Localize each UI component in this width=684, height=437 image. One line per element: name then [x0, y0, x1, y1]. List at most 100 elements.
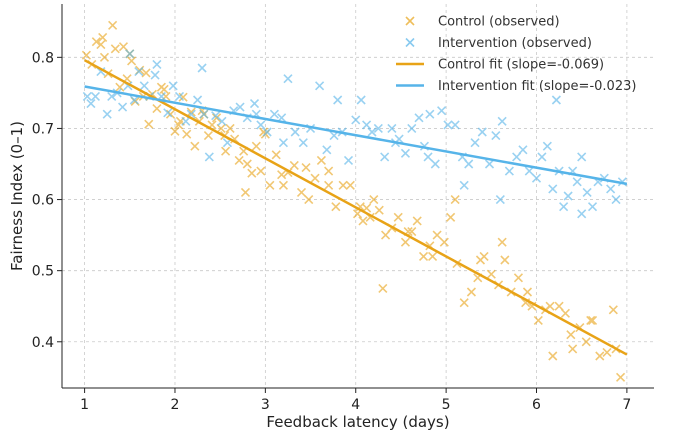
intervention-point: [134, 66, 144, 77]
control-point: [81, 50, 91, 60]
intervention-point: [283, 74, 293, 84]
control-point: [358, 216, 368, 226]
intervention-point: [139, 81, 149, 91]
control-point: [374, 205, 384, 215]
intervention-point: [107, 91, 117, 102]
legend-item-intervention-observed: Intervention (observed): [405, 36, 592, 51]
intervention-point: [450, 120, 460, 130]
control-point: [412, 216, 422, 226]
x-tick-label: 2: [171, 397, 180, 413]
intervention-point: [256, 120, 266, 130]
intervention-point: [125, 49, 135, 59]
intervention-point: [322, 145, 332, 155]
intervention-point: [504, 166, 514, 176]
intervention-point: [491, 130, 501, 141]
control-point: [277, 170, 287, 180]
intervention-point: [117, 102, 128, 112]
legend-marker-cross: [405, 37, 415, 48]
x-tick-label: 7: [622, 397, 631, 413]
intervention-point: [217, 116, 227, 126]
intervention-point: [367, 127, 377, 137]
intervention-point: [163, 108, 173, 118]
legend-item-intervention-fit: Intervention fit (slope=-0.023): [396, 79, 636, 94]
intervention-point: [269, 109, 279, 119]
control-point: [533, 315, 543, 326]
control-point: [381, 230, 391, 240]
intervention-point: [551, 95, 561, 105]
control-point: [247, 168, 257, 178]
legend-label-control-fit: Control fit (slope=-0.069): [438, 58, 604, 73]
series-control-points: [81, 20, 626, 382]
control-point: [446, 212, 456, 222]
legend-marker-control-observed: [405, 16, 415, 26]
intervention-point: [82, 91, 92, 102]
intervention-point: [362, 120, 372, 130]
intervention-point: [425, 109, 435, 119]
legend-label-control-observed: Control (observed): [438, 15, 560, 30]
intervention-point: [380, 152, 390, 162]
x-axis-label: Feedback latency (days): [266, 413, 449, 431]
control-point: [497, 237, 507, 247]
intervention-point: [414, 113, 424, 123]
intervention-point: [86, 98, 96, 109]
control-point: [115, 82, 125, 92]
intervention-point: [495, 194, 505, 205]
control-point: [522, 287, 533, 297]
control-point: [118, 42, 129, 52]
x-tick-label: 5: [442, 397, 451, 413]
intervention-point: [351, 115, 361, 125]
control-point: [486, 269, 496, 279]
control-point: [99, 52, 110, 62]
x-tick-label: 6: [532, 397, 541, 413]
control-point: [369, 194, 379, 205]
fit-lines: [83, 59, 628, 356]
intervention-point: [407, 123, 417, 134]
intervention-point: [548, 184, 558, 194]
control-point: [316, 155, 326, 166]
control-point: [400, 237, 411, 247]
control-point: [566, 330, 576, 340]
control-point: [608, 305, 618, 315]
control-point: [159, 84, 169, 94]
intervention-point: [464, 159, 474, 169]
control-point: [256, 166, 266, 176]
control-point: [427, 251, 438, 262]
control-point: [127, 56, 137, 66]
control-point: [548, 351, 558, 361]
control-point: [331, 202, 341, 212]
control-point: [439, 237, 449, 247]
intervention-fit-line: [84, 85, 628, 186]
control-point: [432, 230, 442, 240]
control-point: [310, 173, 320, 183]
x-tick-label: 4: [351, 397, 360, 413]
control-point: [170, 126, 180, 136]
control-point: [466, 287, 476, 297]
intervention-point: [373, 123, 383, 134]
intervention-point: [582, 187, 592, 198]
control-point: [304, 194, 314, 205]
intervention-point: [197, 63, 207, 73]
control-point: [240, 187, 251, 198]
intervention-point: [531, 173, 542, 183]
y-tick-label: 0.6: [32, 193, 54, 209]
intervention-point: [204, 152, 214, 162]
intervention-point: [459, 180, 469, 190]
intervention-point: [559, 202, 569, 212]
control-point: [554, 301, 564, 311]
intervention-point: [129, 95, 139, 105]
intervention-point: [193, 95, 203, 105]
control-point: [586, 315, 596, 326]
control-point: [595, 351, 605, 361]
intervention-point: [278, 138, 289, 148]
control-point: [203, 130, 213, 141]
control-point: [338, 180, 348, 190]
control-point: [211, 113, 222, 123]
control-point: [242, 159, 252, 169]
intervention-point: [470, 138, 480, 148]
control-point: [278, 180, 289, 190]
control-point: [296, 187, 307, 198]
control-point: [144, 119, 154, 129]
control-fit-line: [83, 59, 628, 356]
intervention-point: [152, 59, 162, 70]
control-point: [216, 123, 226, 134]
